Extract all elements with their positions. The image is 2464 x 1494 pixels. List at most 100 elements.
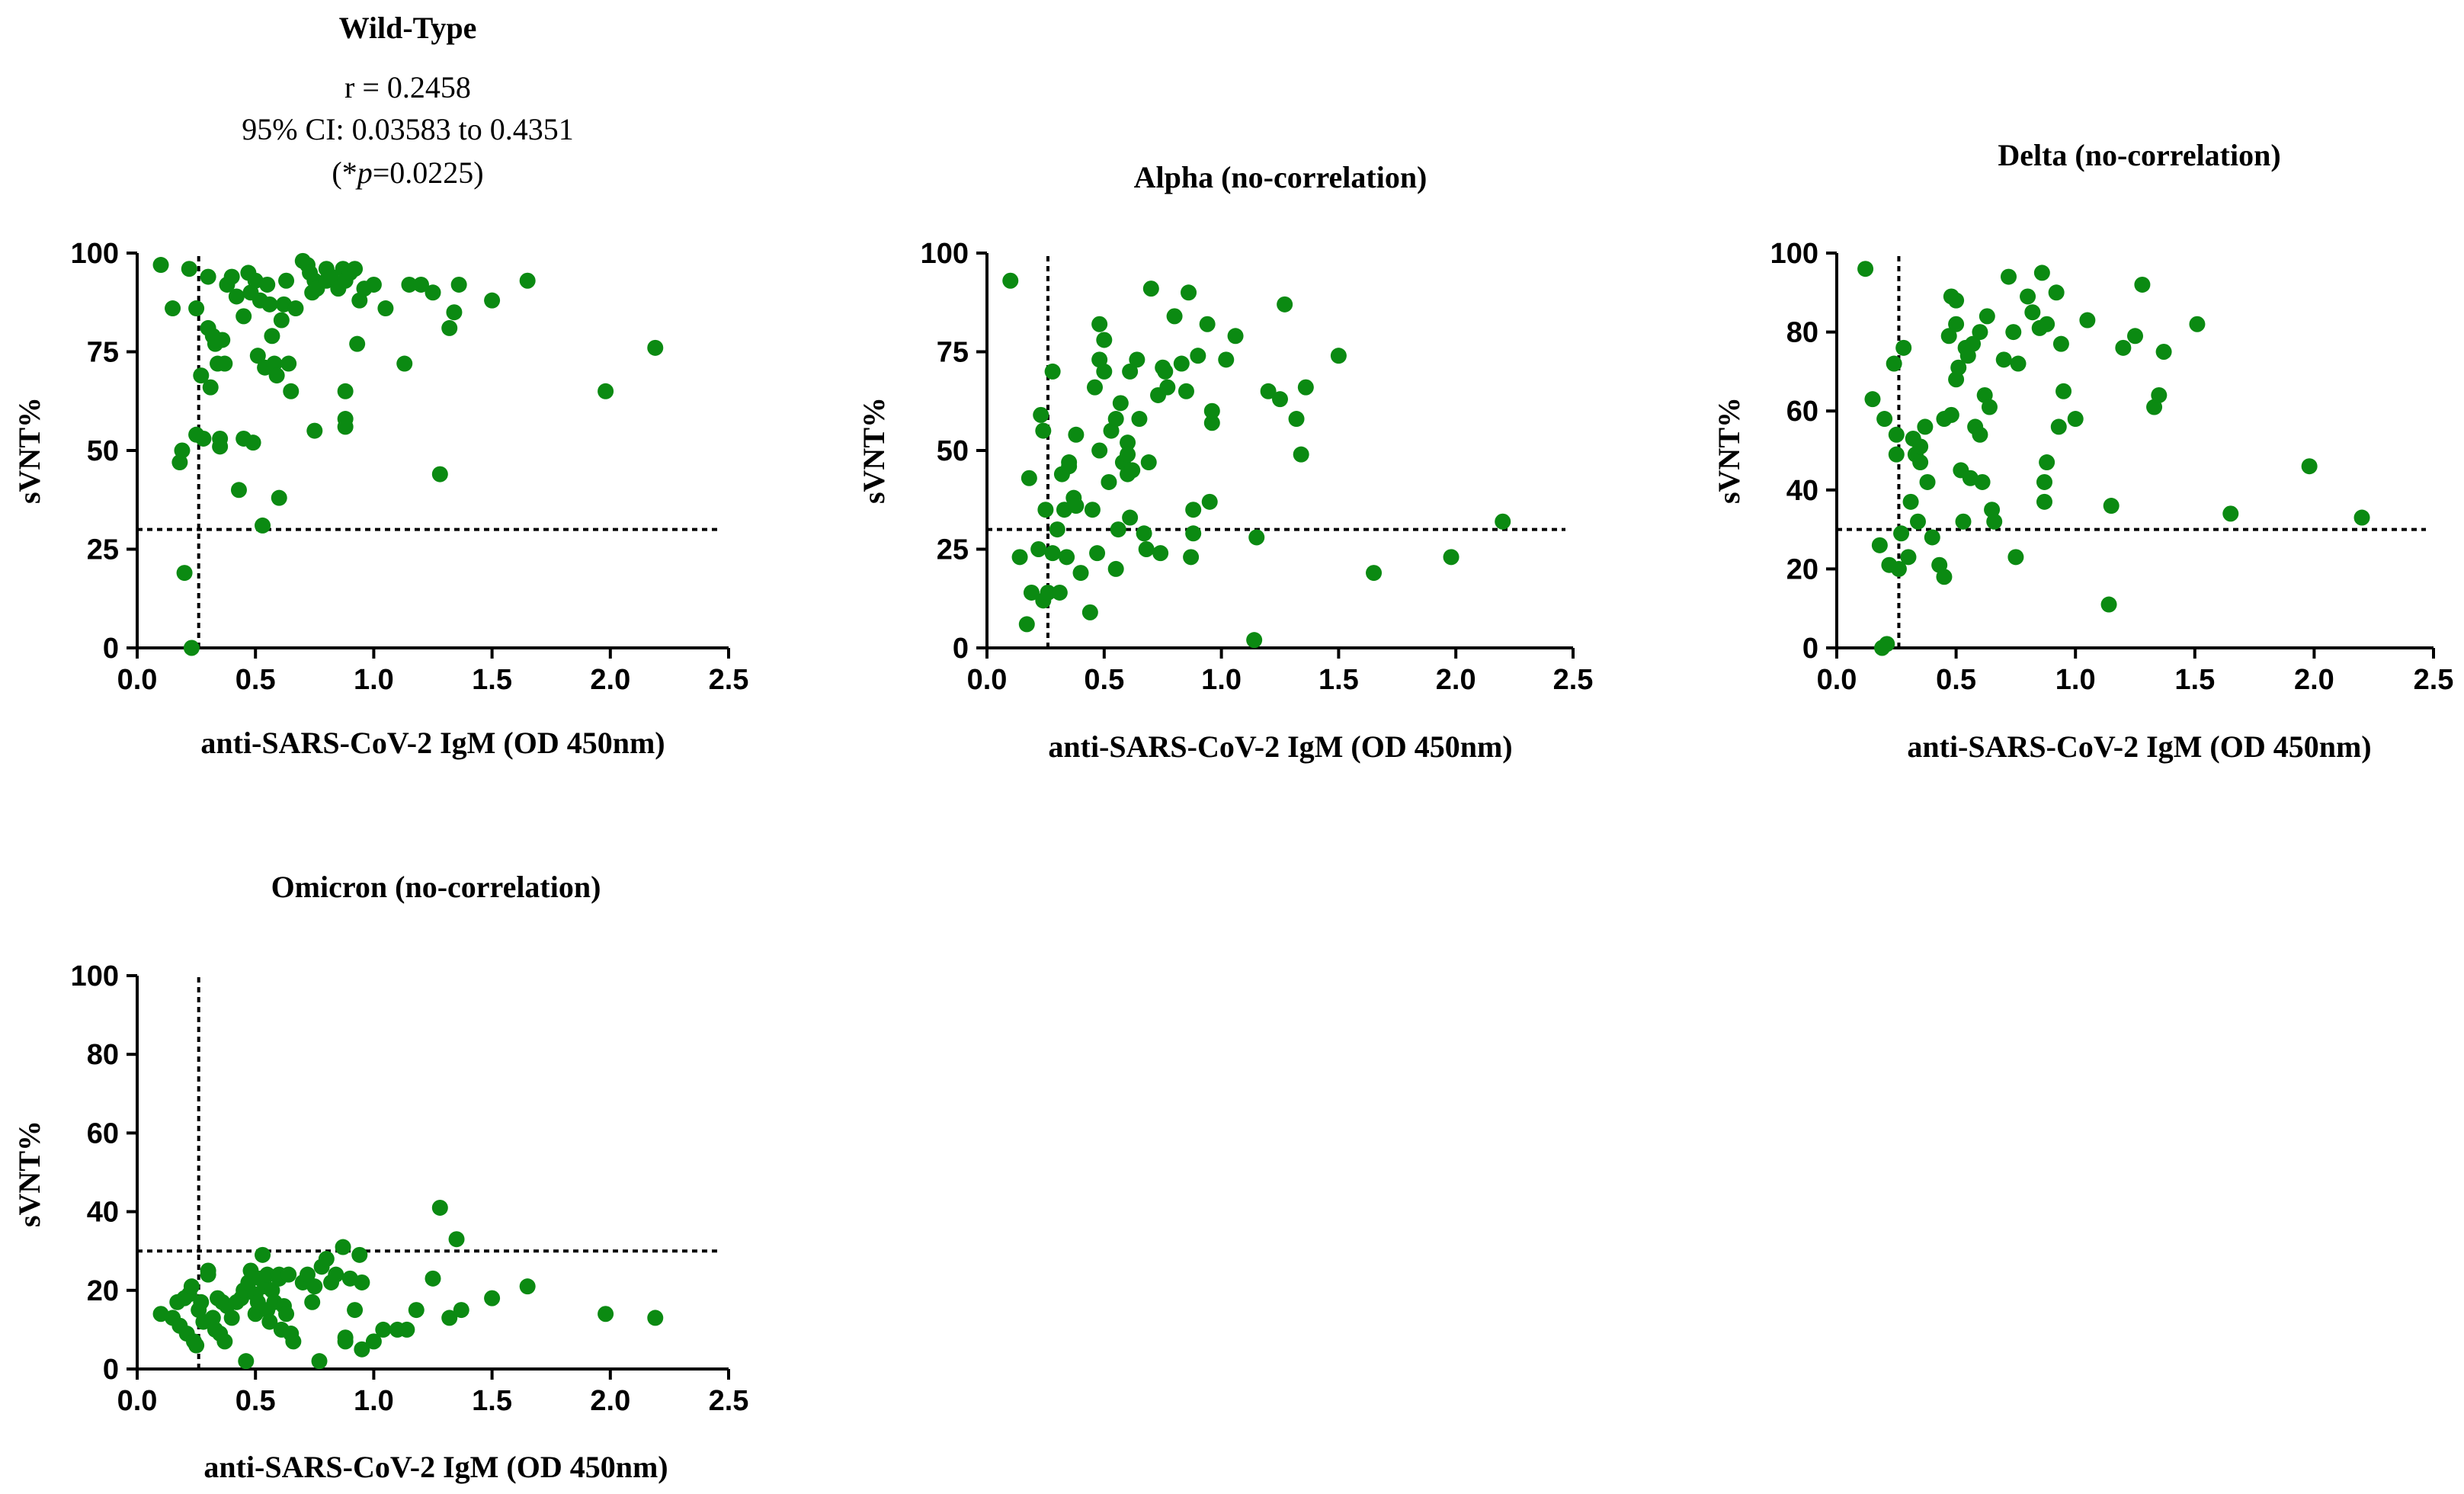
data-point [1890, 560, 1907, 577]
x-tick-label: 2.0 [590, 1385, 630, 1417]
panel-title: Alpha (no-correlation) [1134, 160, 1427, 194]
data-point [311, 1353, 328, 1370]
data-point [152, 257, 169, 274]
data-point [399, 1321, 415, 1338]
data-point [176, 565, 193, 582]
data-point [1157, 363, 1174, 380]
data-point [1912, 454, 1929, 471]
data-point [214, 332, 231, 348]
data-point [1972, 426, 1988, 443]
data-point [266, 355, 283, 372]
data-point [304, 1294, 321, 1310]
data-point [1159, 379, 1176, 396]
data-point [354, 1341, 370, 1358]
data-point [2079, 312, 2096, 329]
x-axis-label: anti-SARS-CoV-2 IgM (OD 450nm) [200, 726, 665, 760]
data-point [396, 355, 413, 372]
data-point [1943, 406, 1959, 423]
data-point [441, 1310, 458, 1326]
data-point [1297, 379, 1314, 396]
data-point [1059, 549, 1075, 566]
data-point [188, 1337, 205, 1354]
data-point [2039, 454, 2055, 471]
data-point [259, 276, 276, 293]
data-point [1023, 584, 1040, 601]
data-point [453, 1302, 469, 1319]
data-point [261, 296, 278, 313]
data-point [1330, 348, 1347, 364]
data-point [328, 1266, 344, 1283]
data-point [280, 355, 297, 372]
data-point [519, 272, 536, 289]
scatter-plot: 0.0 0.5 1.0 1.5 2.0 2.5 0 20 40 60 80 100 [71, 960, 749, 1417]
data-point [1974, 473, 1991, 490]
data-point [238, 1353, 255, 1370]
data-point [230, 482, 247, 499]
panel-delta: Delta (no-correlation) 0.0 0.5 1.0 1.5 2.0 2.… [1712, 138, 2453, 764]
data-point [181, 261, 197, 277]
y-tick-label: 60 [1786, 396, 1818, 428]
data-point [2115, 339, 2132, 356]
data-point [1084, 502, 1101, 518]
y-tick-label: 25 [87, 534, 119, 566]
data-point [2005, 324, 2022, 341]
data-point [1178, 383, 1194, 399]
x-tick-label: 0.5 [236, 1385, 276, 1417]
data-point [1068, 498, 1085, 515]
data-point [245, 434, 261, 451]
y-axis-label: sVNT% [12, 1120, 46, 1227]
data-point [287, 300, 304, 317]
data-point [1940, 328, 1957, 345]
data-point [1227, 328, 1244, 345]
data-point [1152, 545, 1169, 562]
data-point [299, 1266, 316, 1283]
y-tick-label: 20 [87, 1275, 119, 1307]
data-point [1895, 339, 1912, 356]
data-point [2055, 383, 2072, 399]
y-tick-label: 0 [103, 633, 119, 665]
data-point [1199, 316, 1216, 332]
data-point [2100, 596, 2117, 613]
data-point [1138, 541, 1155, 557]
data-point [306, 1278, 323, 1295]
data-point [647, 339, 664, 356]
stat-p-value: (*p=0.0225) [332, 155, 483, 190]
data-point [1864, 391, 1881, 408]
data-point [280, 1266, 297, 1283]
x-tick-label: 1.5 [472, 664, 512, 696]
data-point [1857, 261, 1874, 277]
x-tick-label: 0.0 [1817, 664, 1857, 696]
data-point [1900, 549, 1917, 566]
data-point [1018, 616, 1035, 633]
stat-p-symbol: p [355, 155, 373, 190]
data-point [1924, 529, 1940, 546]
data-point [1893, 525, 1910, 542]
data-point [377, 300, 394, 317]
y-tick-label: 40 [87, 1197, 119, 1229]
data-point [1086, 379, 1103, 396]
y-tick-label: 50 [937, 435, 969, 467]
x-tick-label: 0.5 [1936, 664, 1976, 696]
data-point [1173, 355, 1190, 372]
panel-title: Delta (no-correlation) [1998, 138, 2280, 172]
data-point [1293, 446, 1309, 463]
data-point [1995, 351, 2012, 368]
x-tick-label: 0.0 [117, 1385, 158, 1417]
x-tick-label: 1.0 [354, 1385, 394, 1417]
data-point [1201, 493, 1218, 510]
data-point [1981, 399, 1998, 415]
data-point [1129, 351, 1145, 368]
stat-p-open: (* [332, 155, 357, 190]
x-tick-label: 1.0 [1201, 664, 1242, 696]
data-point [1142, 281, 1159, 297]
panel-title: Omicron (no-correlation) [271, 870, 601, 904]
y-tick-label: 100 [1770, 238, 1818, 270]
scatter-plot: 0.0 0.5 1.0 1.5 2.0 2.5 0 25 50 75 100 [71, 238, 749, 696]
data-point [365, 1333, 382, 1350]
data-point [1886, 355, 1902, 372]
x-axis-label: anti-SARS-CoV-2 IgM (OD 450nm) [203, 1450, 668, 1484]
x-tick-label: 0.5 [236, 664, 276, 696]
panel-wild-type: Wild-Type r = 0.2458 95% CI: 0.03583 to … [12, 11, 748, 760]
data-point [283, 383, 300, 399]
data-point [1120, 434, 1136, 451]
